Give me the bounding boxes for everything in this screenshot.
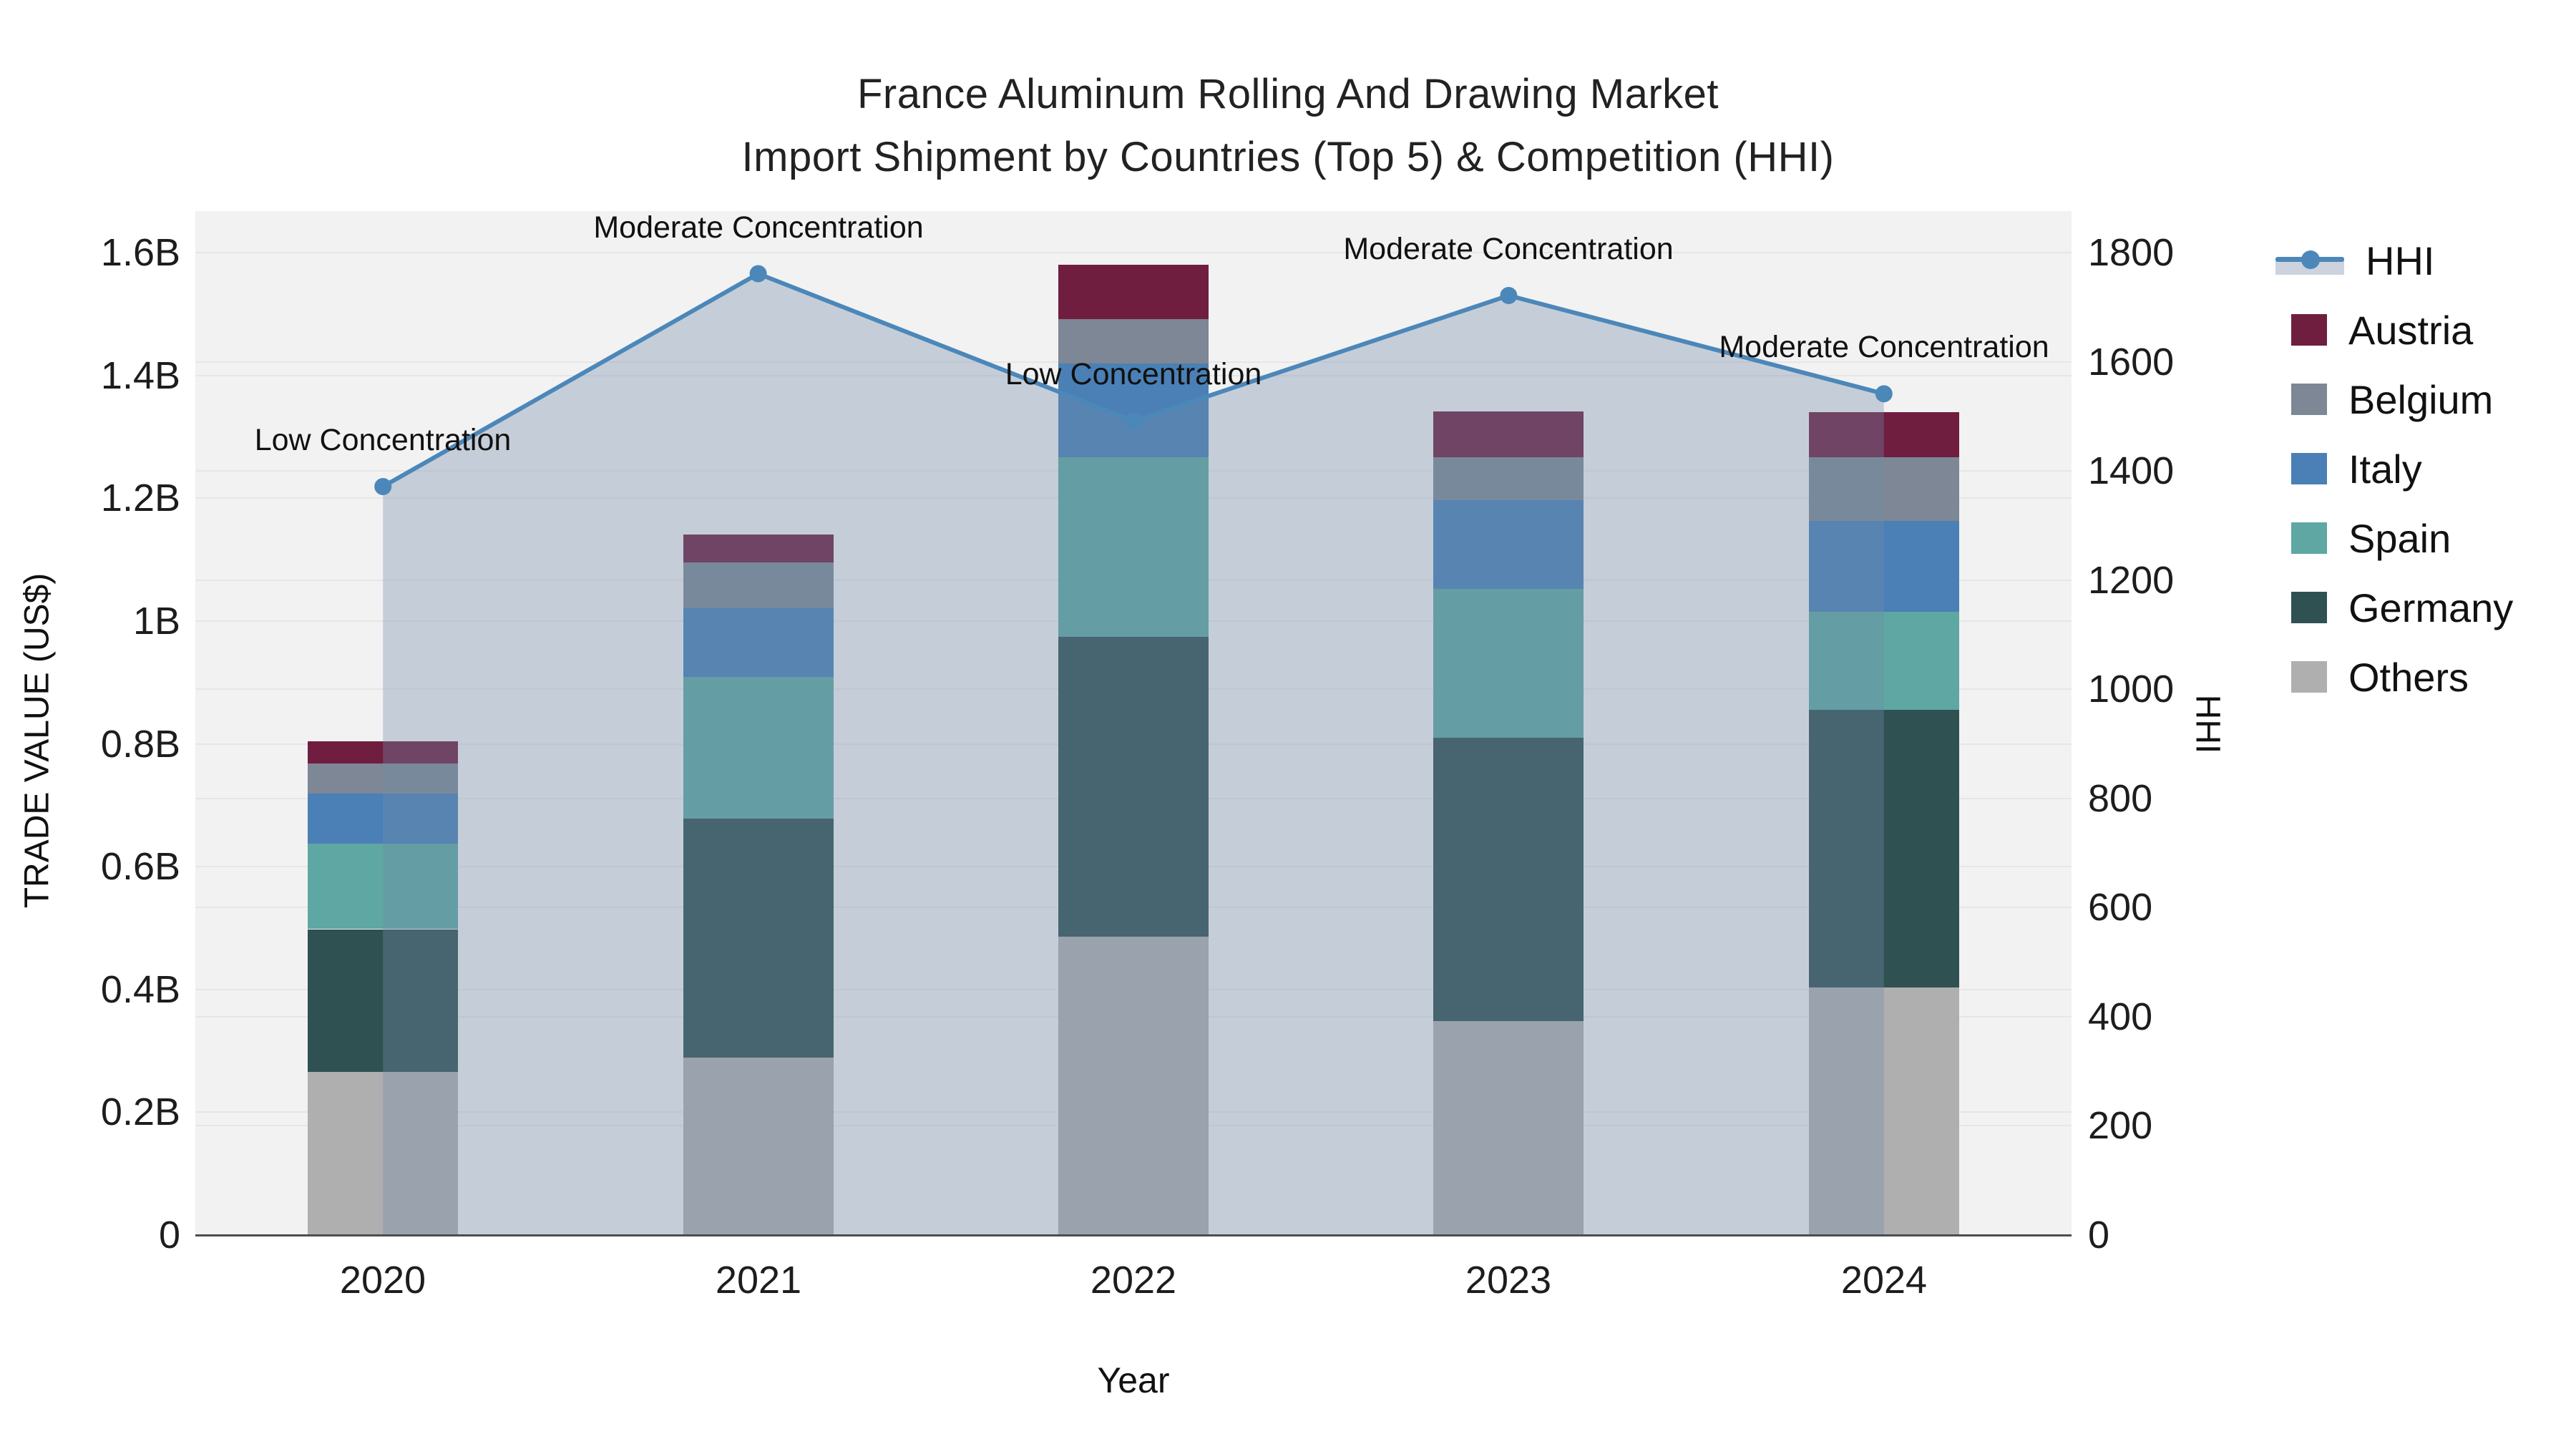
y-left-axis-title: TRADE VALUE (US$) [18,572,57,909]
bar-segment-belgium-2021[interactable] [683,562,834,608]
legend-swatch-austria [2291,314,2327,346]
bar-segment-germany-2023[interactable] [1433,738,1584,1021]
bar-segment-austria-2021[interactable] [683,535,834,562]
y-left-tick-label: 0 [158,1214,180,1257]
legend-label-hhi: HHI [2366,238,2435,283]
y-right-tick-label: 1400 [2088,449,2175,492]
bar-segment-germany-2022[interactable] [1058,637,1209,937]
x-tick-label-2020: 2020 [339,1259,426,1302]
bar-segment-others-2020[interactable] [308,1072,458,1234]
legend-item-spain[interactable]: Spain [2275,515,2451,561]
legend-swatch-belgium [2291,384,2327,415]
y-right-tick-label: 600 [2088,886,2153,929]
y-left-tick-label: 0.2B [100,1091,180,1133]
legend-label-belgium: Belgium [2348,376,2494,422]
legend-label-italy: Italy [2348,446,2422,492]
gridline-hhi [195,252,2072,253]
bar-segment-belgium-2024[interactable] [1809,457,1959,521]
y-right-tick-label: 800 [2088,777,2153,820]
legend-item-hhi[interactable]: HHI [2275,238,2435,283]
chart-title-line1: France Aluminum Rolling And Drawing Mark… [857,71,1719,117]
hhi-annotation-2021: Moderate Concentration [593,210,924,245]
legend-label-germany: Germany [2348,585,2514,630]
legend-item-austria[interactable]: Austria [2275,307,2474,353]
bar-segment-belgium-2020[interactable] [308,763,458,794]
bar-segment-austria-2024[interactable] [1809,412,1959,457]
y-right-tick-label: 400 [2088,995,2153,1038]
x-tick-label-2021: 2021 [715,1259,802,1302]
bar-segment-others-2024[interactable] [1809,987,1959,1234]
x-tick-label-2023: 2023 [1465,1259,1552,1302]
legend-swatch-spain [2291,522,2327,554]
x-axis-line [195,1234,2072,1236]
legend-label-austria: Austria [2348,307,2474,353]
bar-segment-austria-2022[interactable] [1058,265,1209,319]
bar-segment-belgium-2023[interactable] [1433,457,1584,500]
legend-swatch-others [2291,661,2327,693]
bar-segment-italy-2023[interactable] [1433,500,1584,589]
y-right-axis-title: HHI [2188,694,2227,754]
y-left-tick-label: 1.6B [100,231,180,274]
x-tick-label-2024: 2024 [1840,1259,1928,1302]
y-right-tick-label: 1600 [2088,341,2175,384]
bar-segment-germany-2021[interactable] [683,819,834,1058]
legend-swatch-italy [2291,453,2327,484]
y-left-tick-label: 1.2B [100,477,180,519]
y-left-tick-label: 0.4B [100,968,180,1011]
y-left-tick-label: 1B [132,600,180,643]
legend-label-spain: Spain [2348,515,2451,561]
x-tick-label-2022: 2022 [1090,1259,1177,1302]
y-right-tick-label: 1200 [2088,559,2175,602]
bar-segment-spain-2024[interactable] [1809,612,1959,710]
bar-segment-italy-2024[interactable] [1809,521,1959,612]
bar-segment-italy-2020[interactable] [308,794,458,844]
bar-segment-italy-2021[interactable] [683,608,834,677]
x-axis-title: Year [1097,1360,1170,1400]
y-left-tick-label: 0.6B [100,845,180,888]
bar-segment-austria-2023[interactable] [1433,411,1584,457]
legend-item-germany[interactable]: Germany [2275,585,2514,630]
y-right-tick-label: 0 [2088,1214,2110,1257]
legend-item-belgium[interactable]: Belgium [2275,376,2494,422]
hhi-annotation-2023: Moderate Concentration [1343,232,1674,266]
bar-segment-spain-2022[interactable] [1058,457,1209,637]
bar-segment-spain-2020[interactable] [308,844,458,929]
legend-swatch-germany [2291,592,2327,623]
y-right-tick-label: 1800 [2088,231,2175,274]
bar-segment-spain-2021[interactable] [683,677,834,819]
bar-segment-others-2023[interactable] [1433,1021,1584,1234]
hhi-annotation-2020: Low Concentration [254,423,512,457]
hhi-annotation-2024: Moderate Concentration [1719,330,2049,364]
legend-label-others: Others [2348,654,2469,700]
bar-segment-germany-2020[interactable] [308,930,458,1072]
bar-segment-others-2022[interactable] [1058,937,1209,1234]
y-left-tick-label: 0.8B [100,723,180,766]
bar-segment-germany-2024[interactable] [1809,710,1959,987]
y-right-tick-label: 200 [2088,1104,2153,1147]
hhi-annotation-2022: Low Concentration [1005,357,1262,391]
legend-item-others[interactable]: Others [2275,654,2469,700]
y-right-tick-label: 1000 [2088,668,2175,711]
hhi-line-swatch-icon [2275,245,2344,276]
bar-segment-spain-2023[interactable] [1433,589,1584,738]
bar-segment-austria-2020[interactable] [308,741,458,763]
bar-segment-others-2021[interactable] [683,1058,834,1234]
chart-title-line2: Import Shipment by Countries (Top 5) & C… [741,134,1835,180]
y-left-tick-label: 1.4B [100,354,180,397]
legend-item-italy[interactable]: Italy [2275,446,2422,492]
